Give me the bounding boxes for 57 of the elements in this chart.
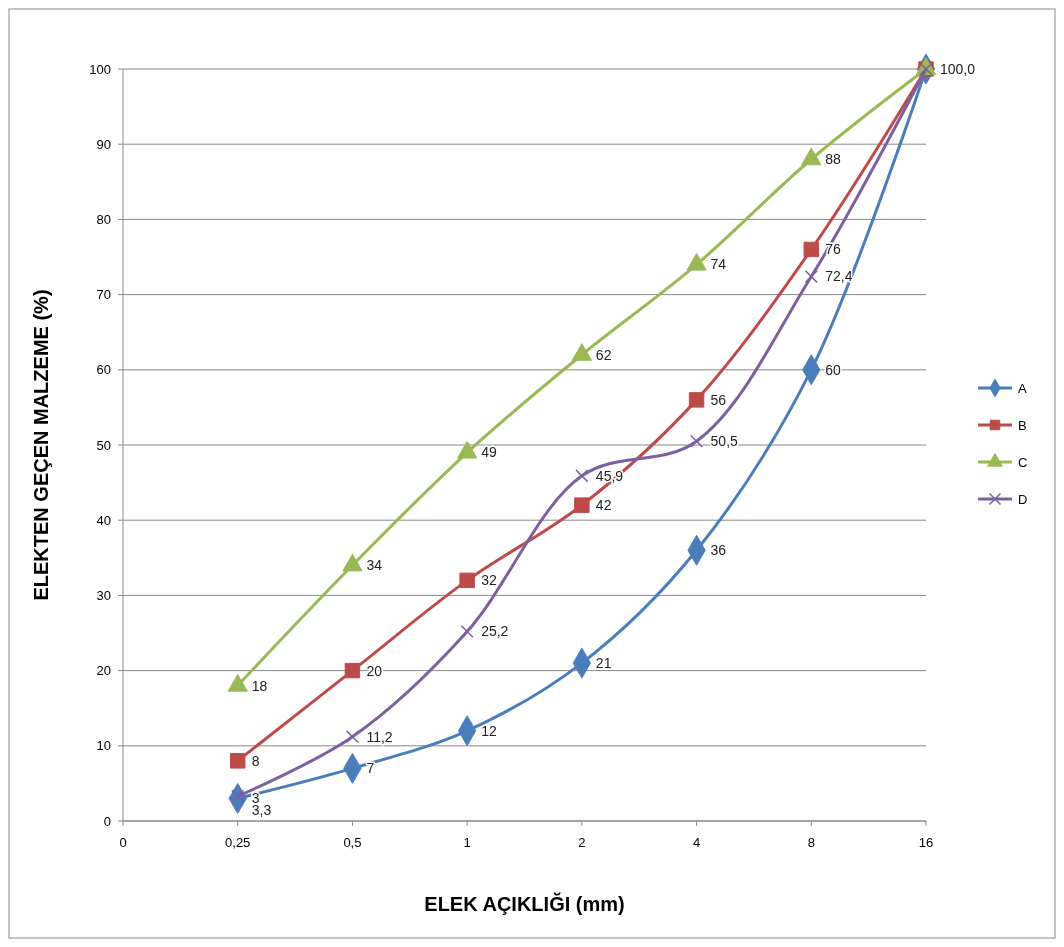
point (460, 624, 474, 639)
x-tick-label: 8 (807, 835, 815, 850)
data-label: 32 (481, 572, 497, 589)
legend-label: D (1018, 491, 1028, 507)
point (229, 753, 246, 769)
data-label: 56 (710, 391, 727, 408)
y-tick-label: 20 (96, 663, 111, 679)
point (688, 392, 705, 408)
data-label: 25,2 (481, 623, 509, 640)
data-label: 88 (825, 151, 842, 168)
y-tick-label: 60 (96, 362, 111, 378)
point (575, 469, 589, 483)
data-label: 18 (251, 677, 268, 694)
point (804, 269, 818, 284)
data-label: 8 (251, 752, 260, 769)
data-label: 100,0 (940, 60, 976, 77)
x-tick-label: 4 (692, 835, 701, 850)
data-label: 36 (710, 542, 727, 559)
legend-label: B (1018, 417, 1027, 433)
data-label: 7 (366, 760, 375, 777)
data-label: 50,5 (710, 433, 739, 450)
x-axis-title: ELEK AÇIKLIĞI (mm) (424, 892, 625, 915)
point (459, 572, 475, 589)
legend-label: C (1018, 454, 1028, 470)
y-tick-label: 40 (96, 512, 111, 528)
y-tick-label: 100 (89, 61, 111, 77)
point (574, 497, 590, 513)
data-label: 49 (481, 444, 497, 461)
data-label: 21 (595, 654, 612, 671)
point (344, 662, 361, 679)
x-tick-label: 0,25 (225, 835, 251, 850)
data-label: 60 (825, 361, 842, 378)
x-tick-label: 0,5 (343, 835, 362, 850)
data-label: 34 (366, 557, 383, 574)
data-label: 11,2 (366, 728, 393, 745)
data-label: 3,3 (251, 802, 272, 819)
y-tick-label: 10 (96, 738, 111, 754)
data-label: 42 (595, 497, 612, 514)
data-label: 62 (595, 346, 612, 363)
data-label: 12 (481, 722, 497, 739)
y-tick-label: 30 (96, 587, 111, 603)
x-tick-label: 2 (578, 835, 586, 850)
y-tick-label: 70 (96, 287, 111, 303)
y-axis-title: ELEKTEN GEÇEN MALZEME (%) (30, 289, 52, 601)
point (690, 434, 704, 448)
x-tick-label: 1 (463, 835, 471, 850)
point (803, 241, 820, 258)
x-tick-label: 0 (119, 835, 127, 850)
x-tick-label: 16 (918, 835, 934, 850)
y-tick-label: 50 (96, 437, 111, 453)
data-label: 74 (710, 256, 727, 273)
y-tick-label: 0 (103, 813, 111, 829)
legend-label: A (1018, 380, 1027, 396)
data-label: 20 (366, 662, 383, 679)
y-tick-label: 90 (96, 136, 111, 152)
y-tick-label: 80 (96, 211, 111, 227)
point (345, 730, 359, 744)
